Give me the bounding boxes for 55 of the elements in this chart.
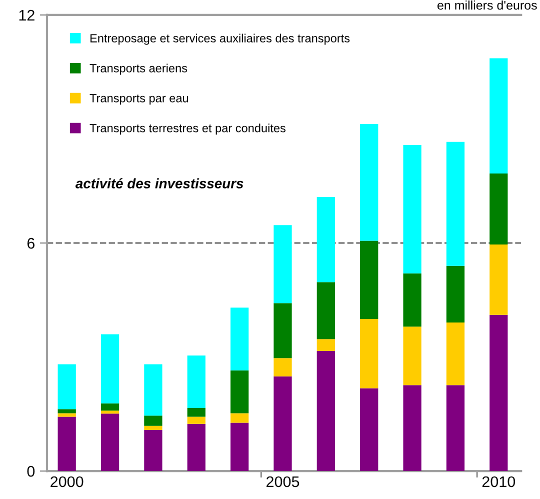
bar <box>490 244 508 315</box>
bar <box>274 376 292 472</box>
bar <box>230 308 249 370</box>
annotation: activité des investisseurs <box>75 178 244 188</box>
bar <box>360 319 378 388</box>
bar <box>316 282 335 340</box>
legend-label: Transports aeriens <box>90 64 188 75</box>
bar <box>403 144 422 274</box>
bar <box>144 416 162 426</box>
bar <box>316 197 335 282</box>
bar <box>490 314 508 472</box>
bar <box>403 326 422 386</box>
bar <box>230 422 249 472</box>
legend-label: Transports terrestres et par conduites <box>90 124 286 135</box>
bar <box>187 416 206 424</box>
x-tick-label: 2000 <box>50 476 84 488</box>
bar <box>187 356 206 408</box>
bar <box>274 358 292 376</box>
bar <box>187 424 206 472</box>
bar <box>58 416 76 472</box>
legend-label: Entreposage et services auxiliaires des transports <box>90 34 350 45</box>
bar <box>100 414 120 472</box>
text: en milliers d'euros <box>437 0 537 10</box>
x-tick-label: 2010 <box>482 476 516 488</box>
bar <box>144 364 162 416</box>
bar <box>490 173 508 245</box>
bar <box>360 388 378 472</box>
bar <box>144 430 162 472</box>
bar <box>446 385 465 472</box>
bar <box>100 334 120 404</box>
bar <box>446 142 465 266</box>
bar <box>100 403 120 411</box>
bar <box>316 350 335 472</box>
y-tick-label: 6 <box>27 238 35 249</box>
bar <box>316 339 335 351</box>
legend-label: Transports par eau <box>90 94 188 105</box>
y-tick-label: 12 <box>19 10 34 21</box>
bar <box>230 370 249 414</box>
bar <box>187 408 206 417</box>
bar <box>360 124 378 241</box>
bar <box>100 410 120 414</box>
bar <box>446 266 465 322</box>
bar <box>360 240 378 320</box>
y-tick-label: 0 <box>27 466 35 477</box>
bar <box>58 409 76 414</box>
bar <box>490 58 508 174</box>
bar <box>446 322 465 386</box>
bar <box>403 385 422 472</box>
bar <box>144 426 162 430</box>
x-tick-label: 2005 <box>266 476 300 488</box>
bar <box>274 225 292 304</box>
bar <box>274 303 292 358</box>
bar <box>58 364 76 410</box>
bar <box>403 273 422 327</box>
bar <box>230 413 249 423</box>
